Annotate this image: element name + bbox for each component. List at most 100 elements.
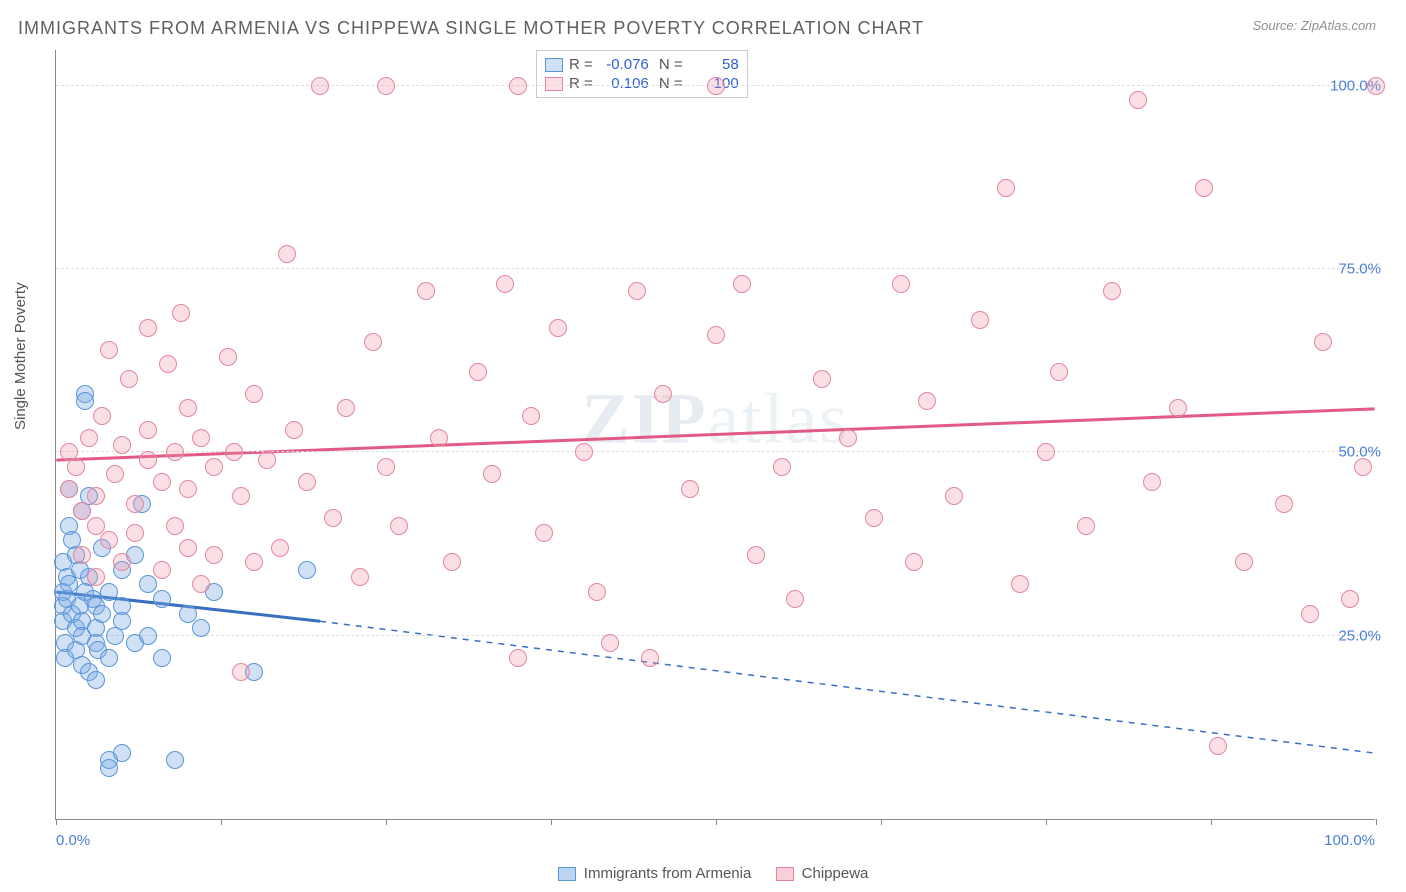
data-point [76,392,94,410]
data-point [179,399,197,417]
data-point [153,590,171,608]
x-tick [386,819,387,825]
data-point [87,487,105,505]
gridline [56,635,1375,636]
data-point [232,487,250,505]
data-point [100,583,118,601]
stats-row-0: R = -0.076 N = 58 [545,55,739,74]
y-axis-label: Single Mother Poverty [12,282,29,430]
y-tick-label: 25.0% [1330,627,1381,644]
data-point [67,458,85,476]
bottom-legend: Immigrants from Armenia Chippewa [0,865,1406,882]
data-point [113,744,131,762]
data-point [126,524,144,542]
stats-swatch-0 [545,58,563,72]
data-point [509,649,527,667]
x-tick [551,819,552,825]
data-point [1314,333,1332,351]
data-point [351,568,369,586]
data-point [87,517,105,535]
legend-swatch-0 [558,867,576,881]
x-tick [56,819,57,825]
data-point [390,517,408,535]
data-point [733,275,751,293]
data-point [786,590,804,608]
data-point [139,319,157,337]
data-point [80,429,98,447]
data-point [1103,282,1121,300]
data-point [707,326,725,344]
x-tick [1046,819,1047,825]
x-tick [1211,819,1212,825]
data-point [120,370,138,388]
data-point [522,407,540,425]
x-tick [881,819,882,825]
data-point [681,480,699,498]
data-point [1129,91,1147,109]
data-point [483,465,501,483]
data-point [179,539,197,557]
data-point [100,531,118,549]
chart-container: IMMIGRANTS FROM ARMENIA VS CHIPPEWA SING… [0,0,1406,892]
data-point [509,77,527,95]
x-tick [1376,819,1377,825]
x-tick-label-100: 100.0% [1324,832,1375,849]
stats-swatch-1 [545,77,563,91]
data-point [377,77,395,95]
chart-title: IMMIGRANTS FROM ARMENIA VS CHIPPEWA SING… [18,18,924,39]
data-point [73,502,91,520]
data-point [1341,590,1359,608]
data-point [205,546,223,564]
stats-r-label-0: R = [569,56,593,73]
data-point [839,429,857,447]
data-point [773,458,791,476]
data-point [192,619,210,637]
data-point [1275,495,1293,513]
data-point [1143,473,1161,491]
y-tick-label: 50.0% [1330,444,1381,461]
data-point [1077,517,1095,535]
data-point [139,451,157,469]
data-point [93,605,111,623]
gridline [56,268,1375,269]
data-point [139,575,157,593]
legend-label-0: Immigrants from Armenia [584,865,752,882]
data-point [153,649,171,667]
data-point [535,524,553,542]
stats-r-value-0: -0.076 [599,56,649,73]
data-point [166,517,184,535]
data-point [271,539,289,557]
data-point [918,392,936,410]
data-point [1169,399,1187,417]
data-point [126,495,144,513]
trend-lines [56,50,1375,819]
data-point [905,553,923,571]
data-point [205,458,223,476]
data-point [245,385,263,403]
data-point [278,245,296,263]
data-point [337,399,355,417]
data-point [971,311,989,329]
data-point [73,546,91,564]
data-point [707,77,725,95]
data-point [417,282,435,300]
source-label: Source: ZipAtlas.com [1252,18,1376,33]
data-point [113,612,131,630]
data-point [892,275,910,293]
data-point [285,421,303,439]
legend-swatch-1 [776,867,794,881]
x-tick [716,819,717,825]
data-point [60,480,78,498]
stats-r-value-1: 0.106 [599,75,649,92]
data-point [1301,605,1319,623]
data-point [496,275,514,293]
data-point [179,480,197,498]
data-point [192,575,210,593]
data-point [377,458,395,476]
data-point [172,304,190,322]
data-point [100,649,118,667]
data-point [1367,77,1385,95]
data-point [549,319,567,337]
stats-n-value-0: 58 [689,56,739,73]
data-point [588,583,606,601]
